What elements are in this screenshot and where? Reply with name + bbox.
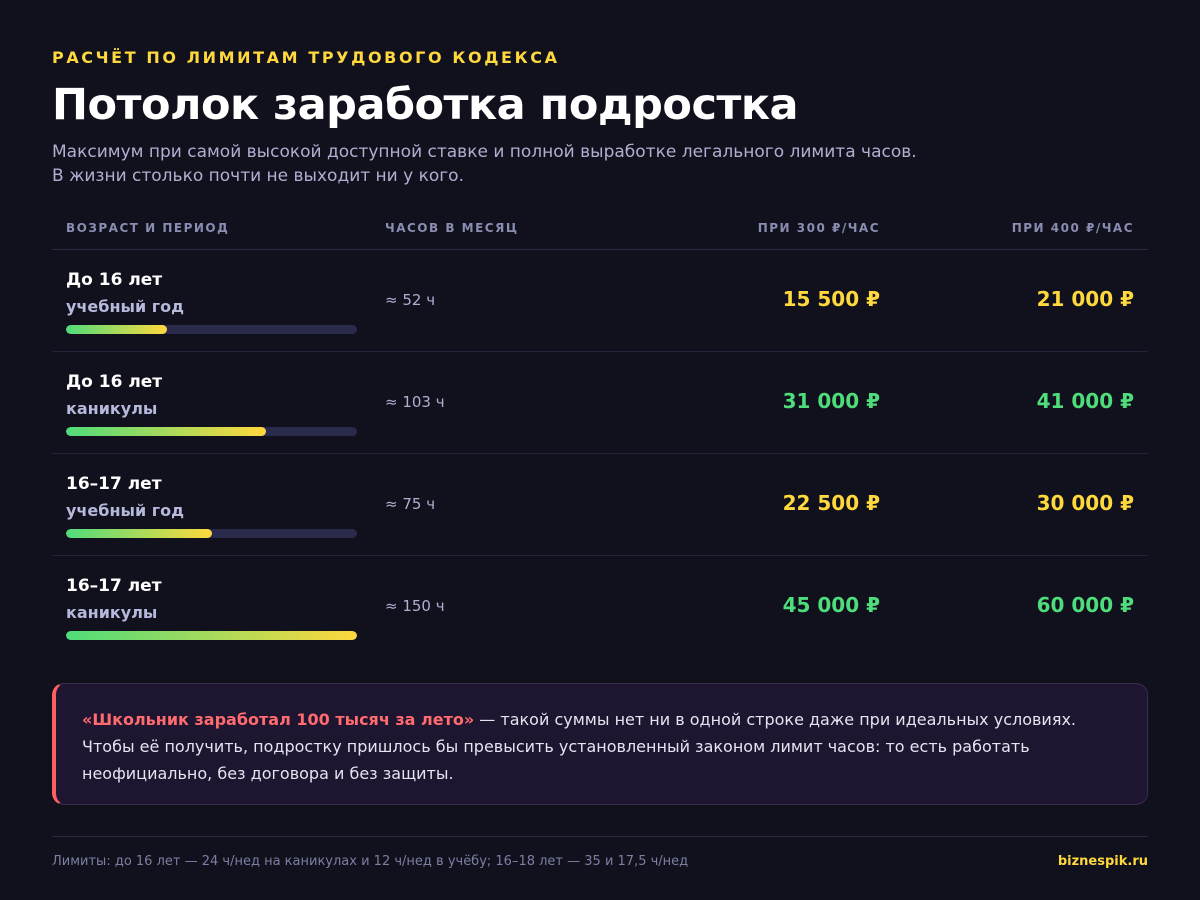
row-pay-300: 45 000 ₽ [782, 593, 880, 617]
hours-bar [66, 529, 357, 538]
footnote: Лимиты: до 16 лет — 24 ч/нед на каникула… [52, 854, 689, 869]
column-header-rate-400: ПРИ 400 ₽/ЧАС [1011, 221, 1134, 235]
hours-bar [66, 427, 357, 436]
row-age: 16–17 лет [66, 474, 162, 494]
row-pay-300: 31 000 ₽ [782, 389, 880, 413]
row-age: До 16 лет [66, 372, 163, 392]
hours-bar [66, 631, 357, 640]
brand-link[interactable]: biznespik.ru [1057, 854, 1148, 869]
table-body: До 16 лет учебный год ≈ 52 ч 15 500 ₽ 21… [52, 250, 1148, 658]
row-period: учебный год [66, 297, 185, 316]
table-row: До 16 лет каникулы ≈ 103 ч 31 000 ₽ 41 0… [52, 352, 1148, 454]
row-hours: ≈ 150 ч [385, 597, 445, 615]
row-pay-400: 41 000 ₽ [1036, 389, 1134, 413]
page-title: Потолок заработка подростка [52, 80, 799, 130]
warning-callout: «Школьник заработал 100 тысяч за лето» —… [52, 683, 1148, 805]
table-row: До 16 лет учебный год ≈ 52 ч 15 500 ₽ 21… [52, 250, 1148, 352]
row-age: До 16 лет [66, 270, 163, 290]
hours-bar-fill [66, 529, 212, 538]
hours-bar-fill [66, 427, 266, 436]
hours-bar-fill [66, 325, 167, 334]
row-period: каникулы [66, 399, 158, 418]
row-pay-400: 30 000 ₽ [1036, 491, 1134, 515]
footer-divider [52, 836, 1148, 837]
kicker: РАСЧЁТ ПО ЛИМИТАМ ТРУДОВОГО КОДЕКСА [52, 48, 560, 67]
hours-bar [66, 325, 357, 334]
table-header: ВОЗРАСТ И ПЕРИОД ЧАСОВ В МЕСЯЦ ПРИ 300 ₽… [52, 212, 1148, 250]
table-row: 16–17 лет каникулы ≈ 150 ч 45 000 ₽ 60 0… [52, 556, 1148, 658]
row-period: каникулы [66, 603, 158, 622]
row-period: учебный год [66, 501, 185, 520]
callout-quote: «Школьник заработал 100 тысяч за лето» [82, 710, 475, 729]
row-pay-400: 60 000 ₽ [1036, 593, 1134, 617]
row-hours: ≈ 52 ч [385, 291, 436, 309]
row-pay-300: 22 500 ₽ [782, 491, 880, 515]
column-header-hours: ЧАСОВ В МЕСЯЦ [385, 221, 519, 235]
row-hours: ≈ 75 ч [385, 495, 436, 513]
row-age: 16–17 лет [66, 576, 162, 596]
row-pay-400: 21 000 ₽ [1036, 287, 1134, 311]
page-subtitle: Максимум при самой высокой доступной ста… [52, 142, 917, 186]
row-hours: ≈ 103 ч [385, 393, 445, 411]
callout-text: — такой суммы нет ни в одной строке даже… [82, 710, 1077, 783]
column-header-age: ВОЗРАСТ И ПЕРИОД [66, 221, 230, 235]
row-pay-300: 15 500 ₽ [782, 287, 880, 311]
column-header-rate-300: ПРИ 300 ₽/ЧАС [757, 221, 880, 235]
hours-bar-fill [66, 631, 357, 640]
table-row: 16–17 лет учебный год ≈ 75 ч 22 500 ₽ 30… [52, 454, 1148, 556]
